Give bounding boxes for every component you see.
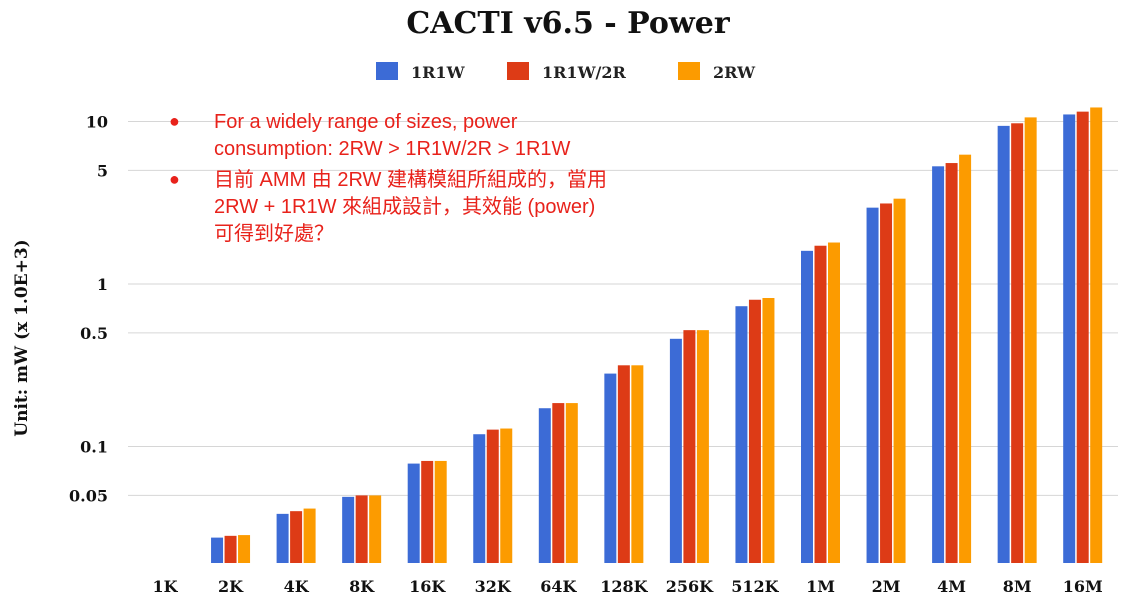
- x-tick-label: 32K: [475, 577, 512, 596]
- bar: [211, 537, 224, 563]
- bars: [211, 107, 1103, 564]
- legend: 1R1W 1R1W/2R 2RW: [376, 62, 756, 82]
- y-tick-label: 1: [97, 275, 108, 294]
- bar: [828, 242, 840, 563]
- bar: [500, 428, 513, 563]
- x-tick-label: 4K: [284, 577, 310, 596]
- x-tick-label: 8M: [1003, 577, 1032, 596]
- bar: [1024, 117, 1037, 564]
- bar: [932, 166, 945, 563]
- bar: [893, 198, 906, 563]
- bar: [369, 495, 382, 563]
- bar: [538, 408, 551, 563]
- x-tick-label: 4M: [937, 577, 966, 596]
- bar: [224, 535, 237, 563]
- x-tick-label: 16M: [1063, 577, 1103, 596]
- bar: [997, 125, 1010, 563]
- y-axis-ticks: 10 5 1 0.5 0.1 0.05: [69, 113, 108, 506]
- y-tick-label: 0.05: [69, 486, 108, 505]
- x-axis-ticks: 1K 2K 4K 8K 16K 32K 64K 128K 256K 512K 1M 2M 4M 8M 16M: [152, 577, 1102, 596]
- bar: [421, 460, 434, 563]
- bar: [880, 203, 893, 563]
- bar: [945, 163, 958, 564]
- bar: [669, 338, 682, 563]
- x-tick-label: 512K: [731, 577, 779, 596]
- x-tick-label: 128K: [600, 577, 648, 596]
- bar: [604, 373, 617, 563]
- bar: [238, 535, 251, 563]
- chart-title: CACTI v6.5 - Power: [406, 6, 730, 41]
- x-tick-label: 2M: [872, 577, 901, 596]
- note1-line2: consumption: 2RW > 1R1W/2R > 1R1W: [214, 138, 571, 160]
- bar: [866, 207, 879, 563]
- note2-line2: 2RW + 1R1W 來組成設計，其效能 (power): [214, 195, 595, 218]
- bar: [1011, 123, 1024, 564]
- legend-swatch: [507, 62, 529, 80]
- bar: [696, 330, 709, 563]
- note2-line3: 可得到好處？: [214, 222, 334, 245]
- y-tick-label: 0.1: [80, 438, 108, 457]
- note2-line1: 目前 AMM 由 2RW 建構模組所組成的，當用: [214, 168, 607, 191]
- x-tick-label: 256K: [666, 577, 714, 596]
- bar: [290, 511, 303, 563]
- legend-label: 1R1W/2R: [542, 63, 627, 82]
- legend-swatch: [678, 62, 700, 80]
- bar: [1063, 114, 1076, 564]
- bar: [735, 306, 748, 563]
- bar: [959, 154, 972, 563]
- bar: [552, 403, 565, 563]
- x-tick-label: 8K: [349, 577, 375, 596]
- bar: [683, 330, 696, 563]
- bar: [1076, 111, 1089, 564]
- bar: [473, 434, 486, 563]
- note-bullet-2: ●: [169, 169, 180, 189]
- bar: [434, 460, 447, 563]
- x-tick-label: 2K: [218, 577, 244, 596]
- x-tick-label: 16K: [409, 577, 446, 596]
- bar: [1090, 107, 1103, 564]
- bar: [407, 463, 420, 563]
- x-tick-label: 1K: [152, 577, 178, 596]
- x-tick-label: 1M: [806, 577, 835, 596]
- legend-label: 1R1W: [411, 63, 466, 82]
- legend-label: 2RW: [713, 63, 756, 82]
- bar: [617, 365, 630, 563]
- y-tick-label: 5: [97, 161, 108, 180]
- bar: [342, 496, 355, 563]
- bar: [565, 403, 578, 563]
- bar: [303, 508, 316, 563]
- bar: [762, 298, 775, 563]
- bar: [801, 250, 813, 563]
- note1-line1: For a widely range of sizes, power: [214, 111, 518, 133]
- bar: [814, 245, 827, 563]
- y-tick-label: 10: [86, 113, 108, 132]
- x-tick-label: 64K: [540, 577, 577, 596]
- annotation-notes: ● For a widely range of sizes, power con…: [169, 111, 607, 245]
- y-tick-label: 0.5: [80, 324, 108, 343]
- legend-swatch: [376, 62, 398, 80]
- y-axis-label: Unit: mW (x 1.0E+3): [12, 239, 32, 436]
- bar: [355, 495, 368, 563]
- bar: [748, 299, 761, 563]
- bar: [631, 365, 644, 563]
- bar: [486, 429, 499, 563]
- bar: [276, 513, 289, 563]
- note-bullet-1: ●: [169, 111, 180, 131]
